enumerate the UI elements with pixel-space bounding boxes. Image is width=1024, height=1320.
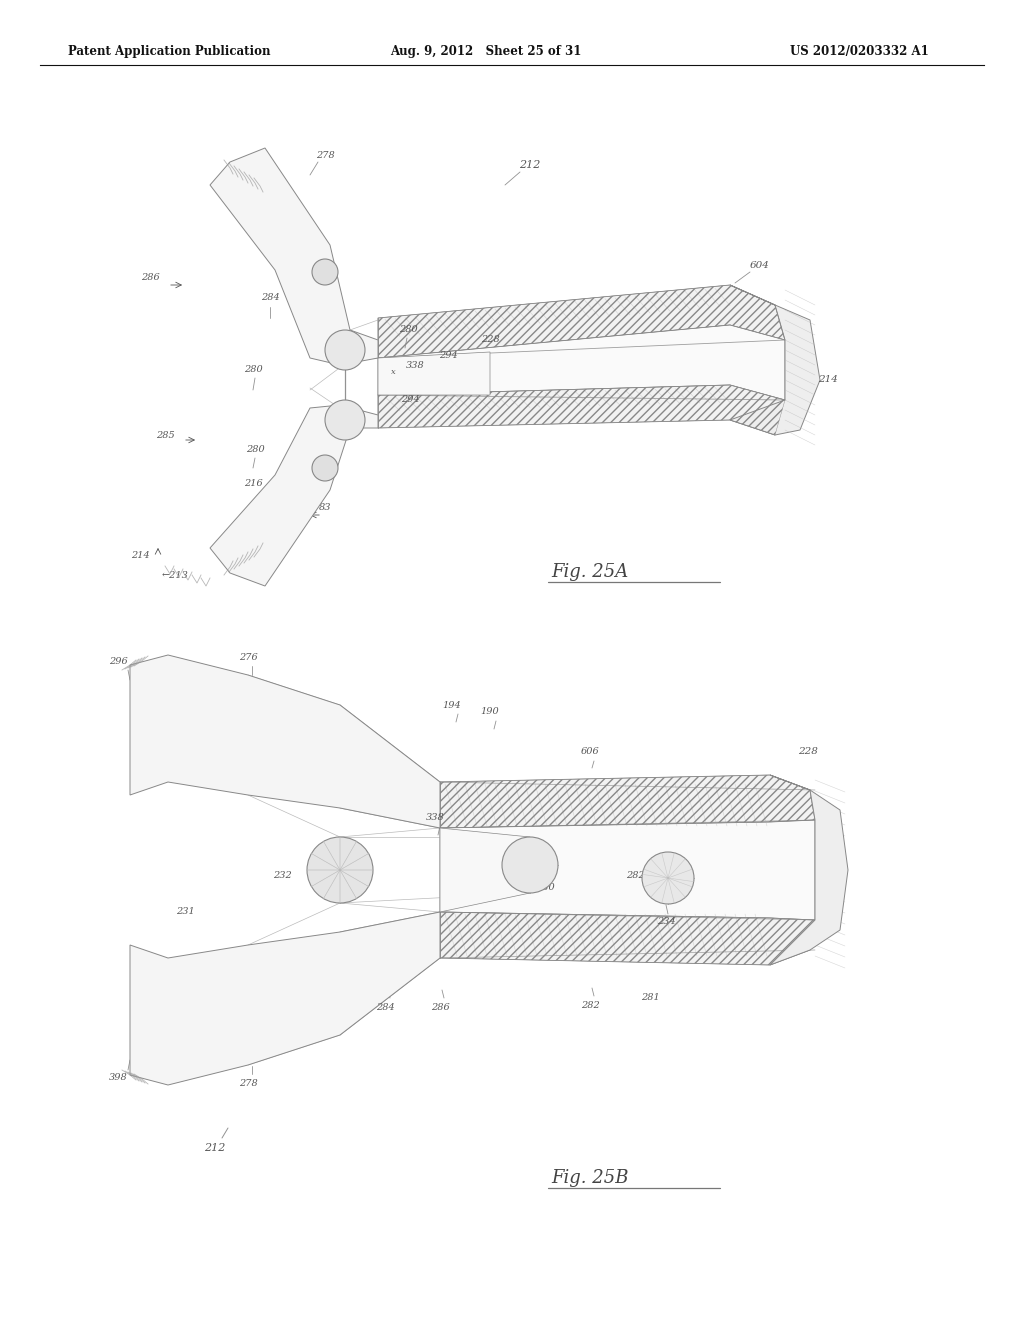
Text: 212: 212	[205, 1143, 225, 1152]
Text: x: x	[390, 368, 395, 376]
Text: 338: 338	[406, 360, 424, 370]
Text: 285: 285	[156, 430, 174, 440]
Text: 212: 212	[519, 160, 541, 170]
Text: 284: 284	[376, 1003, 394, 1012]
Polygon shape	[440, 912, 815, 965]
Polygon shape	[440, 775, 815, 828]
Polygon shape	[440, 828, 530, 912]
Text: 230: 230	[536, 883, 554, 892]
Text: 216: 216	[244, 479, 262, 488]
Text: Fig. 25A: Fig. 25A	[551, 564, 629, 581]
Polygon shape	[378, 385, 785, 436]
Text: 214: 214	[818, 375, 838, 384]
Text: 278: 278	[239, 1078, 257, 1088]
Circle shape	[312, 455, 338, 480]
Circle shape	[325, 400, 365, 440]
Text: 278: 278	[315, 150, 335, 160]
Text: 604: 604	[750, 260, 770, 269]
Text: 398: 398	[109, 1073, 127, 1082]
Polygon shape	[130, 655, 440, 828]
Polygon shape	[130, 912, 440, 1085]
Text: 280: 280	[246, 446, 264, 454]
Circle shape	[312, 259, 338, 285]
Text: Fig. 25B: Fig. 25B	[551, 1170, 629, 1187]
Polygon shape	[378, 352, 490, 395]
Text: 294: 294	[438, 351, 458, 359]
Circle shape	[502, 837, 558, 894]
Text: 280: 280	[244, 366, 262, 375]
Polygon shape	[210, 405, 378, 586]
Text: 194: 194	[442, 701, 462, 710]
Polygon shape	[378, 285, 785, 358]
Text: 296: 296	[109, 657, 127, 667]
Text: US 2012/0203332 A1: US 2012/0203332 A1	[790, 45, 929, 58]
Text: 234: 234	[656, 917, 676, 927]
Text: 280: 280	[459, 874, 477, 883]
Text: 281: 281	[641, 994, 659, 1002]
Text: 280: 280	[289, 502, 307, 511]
Polygon shape	[730, 285, 820, 436]
Circle shape	[642, 851, 694, 904]
Text: 282: 282	[581, 1001, 599, 1010]
Text: 190: 190	[480, 708, 500, 717]
Text: Patent Application Publication: Patent Application Publication	[68, 45, 270, 58]
Text: 228: 228	[798, 747, 818, 756]
Text: 286: 286	[431, 1003, 450, 1012]
Text: 276: 276	[239, 652, 257, 661]
Text: 231: 231	[176, 908, 195, 916]
Text: 280: 280	[398, 326, 418, 334]
Text: ←280: ←280	[276, 520, 303, 529]
Text: 282: 282	[626, 870, 644, 879]
Text: 232: 232	[272, 870, 292, 879]
Text: 284: 284	[261, 293, 280, 302]
Circle shape	[325, 330, 365, 370]
Polygon shape	[440, 820, 815, 920]
Text: 83: 83	[318, 503, 331, 512]
Text: 606: 606	[581, 747, 599, 756]
Polygon shape	[210, 148, 378, 366]
Text: 228: 228	[480, 335, 500, 345]
Text: 214: 214	[131, 550, 150, 560]
Text: 286: 286	[294, 223, 312, 232]
Polygon shape	[770, 775, 848, 965]
Circle shape	[307, 837, 373, 903]
Text: Aug. 9, 2012   Sheet 25 of 31: Aug. 9, 2012 Sheet 25 of 31	[390, 45, 582, 58]
Text: 294: 294	[400, 396, 420, 404]
Polygon shape	[378, 325, 785, 400]
Text: 286: 286	[140, 273, 160, 282]
Text: 338: 338	[426, 813, 444, 822]
Text: ←213: ←213	[162, 570, 188, 579]
